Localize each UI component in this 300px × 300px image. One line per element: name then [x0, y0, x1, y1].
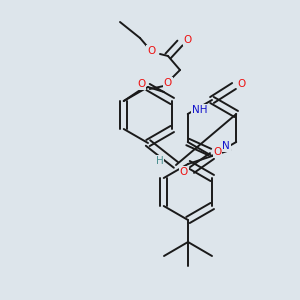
Text: O: O — [164, 78, 172, 88]
Text: O: O — [214, 147, 222, 157]
Text: O: O — [184, 35, 192, 45]
Text: O: O — [138, 79, 146, 89]
Text: NH: NH — [192, 105, 208, 115]
Text: N: N — [222, 141, 230, 151]
Text: O: O — [147, 46, 155, 56]
Text: H: H — [156, 156, 164, 166]
Text: O: O — [238, 79, 246, 89]
Text: O: O — [180, 167, 188, 177]
